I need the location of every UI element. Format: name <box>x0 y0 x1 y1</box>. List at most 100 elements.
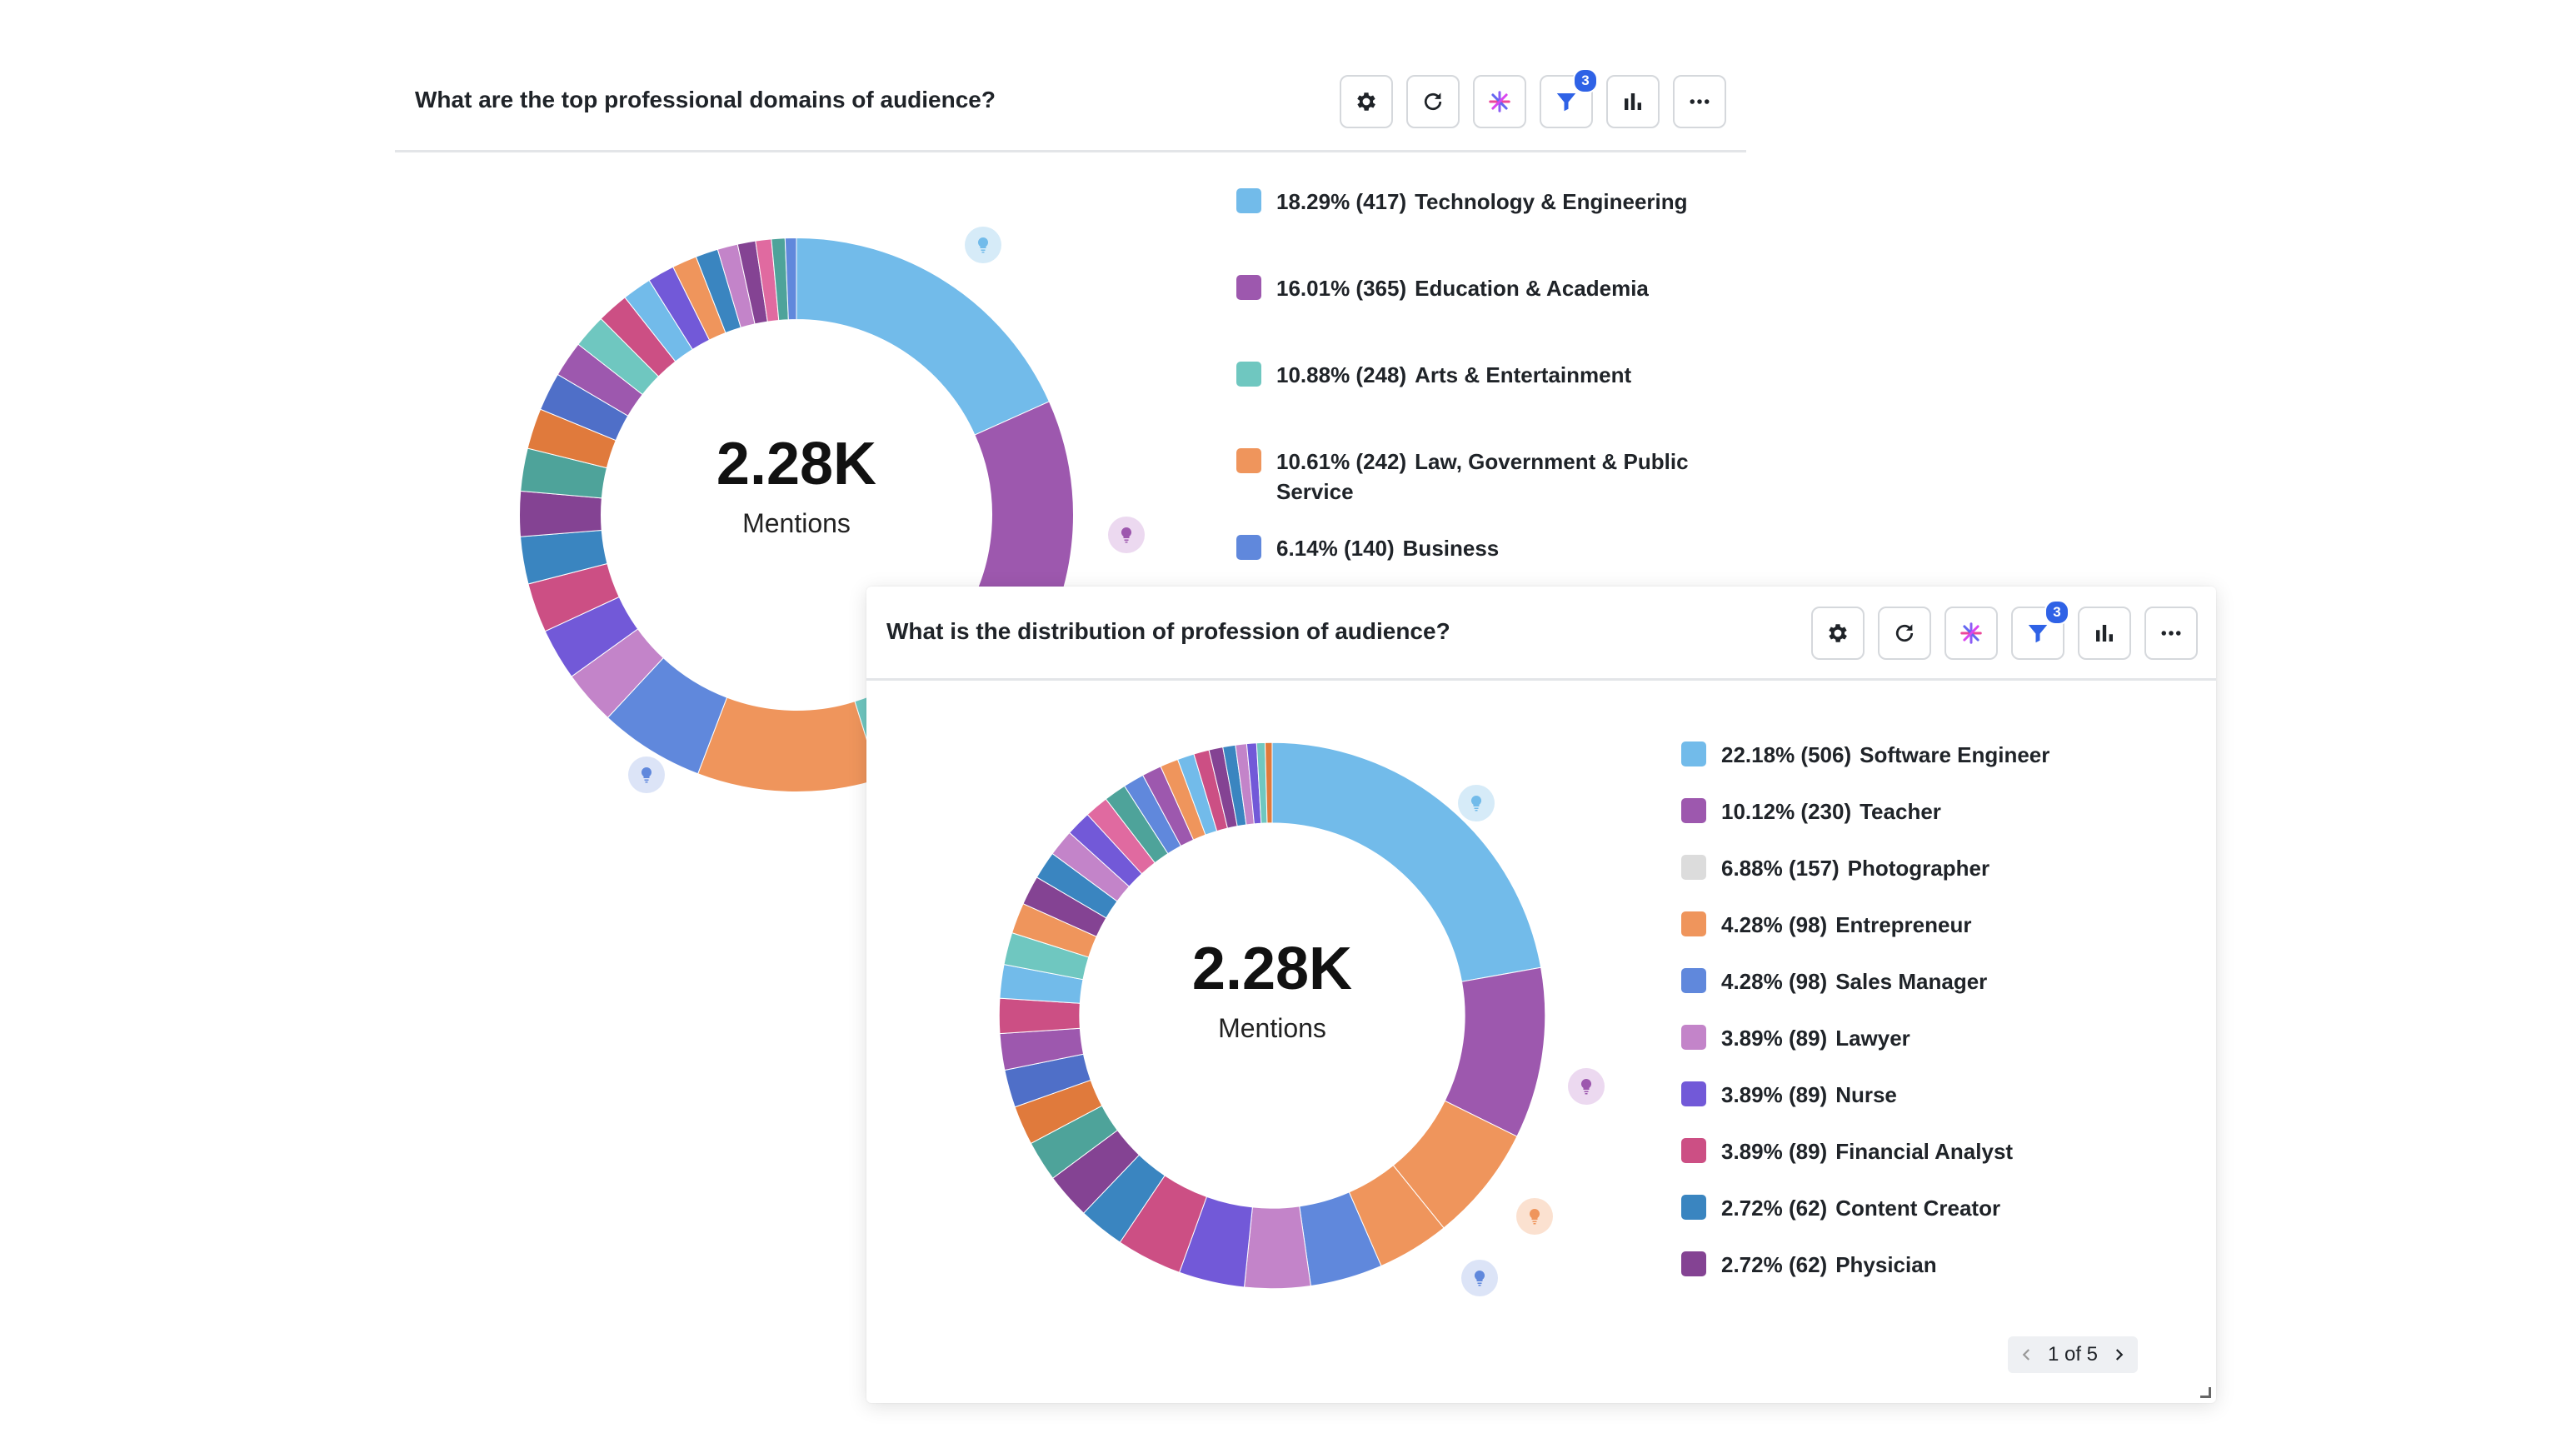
legend-percent: 2.72% (62) <box>1721 1196 1828 1221</box>
insight-hint[interactable] <box>1458 785 1495 821</box>
donut-slice[interactable] <box>697 697 880 792</box>
widget-header: What is the distribution of profession o… <box>866 587 2216 681</box>
filter-count-badge: 3 <box>1573 68 1598 93</box>
legend-swatch <box>1681 1081 1706 1106</box>
legend-swatch <box>1681 911 1706 936</box>
sparkle-icon <box>1489 91 1510 112</box>
donut-slice[interactable] <box>796 237 1051 436</box>
legend-swatch <box>1236 362 1261 387</box>
sparkle-icon <box>1960 622 1982 644</box>
legend-label: 6.88% (157) Photographer <box>1721 853 1989 883</box>
settings-button[interactable] <box>1811 607 1865 660</box>
legend-item[interactable]: 4.28% (98) Sales Manager <box>1681 966 2148 1023</box>
legend-category: Financial Analyst <box>1835 1139 2014 1164</box>
legend-category: Technology & Engineering <box>1415 189 1688 214</box>
legend-category: Entrepreneur <box>1835 912 1972 937</box>
more-options-button[interactable] <box>1673 75 1726 128</box>
legend-label: 4.28% (98) Sales Manager <box>1721 966 1987 996</box>
legend-label: 3.89% (89) Lawyer <box>1721 1023 1910 1053</box>
legend-item[interactable]: 2.72% (62) Content Creator <box>1681 1193 2148 1250</box>
legend-swatch <box>1681 1025 1706 1050</box>
refresh-icon <box>1895 624 1914 642</box>
legend-item[interactable]: 22.18% (506) Software Engineer <box>1681 740 2148 796</box>
widget-profession-distribution: What is the distribution of profession o… <box>866 587 2216 1403</box>
legend-category: Nurse <box>1835 1082 1897 1107</box>
filter-icon <box>2028 625 2048 643</box>
refresh-button[interactable] <box>1406 75 1460 128</box>
legend-item[interactable]: 6.14% (140) Business <box>1236 533 1703 620</box>
legend-category: Business <box>1402 536 1500 561</box>
legend-swatch <box>1681 1138 1706 1163</box>
legend-item[interactable]: 6.88% (157) Photographer <box>1681 853 2148 910</box>
donut-slice-other[interactable] <box>784 237 797 321</box>
legend-label: 2.72% (62) Content Creator <box>1721 1193 2000 1223</box>
legend-category: Teacher <box>1860 799 1941 824</box>
legend-swatch <box>1236 448 1261 473</box>
insight-hint[interactable] <box>965 227 1001 263</box>
insight-hint[interactable] <box>628 756 665 793</box>
legend-swatch <box>1236 188 1261 213</box>
filter-button[interactable]: 3 <box>2011 600 2069 660</box>
pagination-label: 1 of 5 <box>2047 1343 2099 1366</box>
settings-icon <box>1829 624 1847 642</box>
donut-slice-other[interactable] <box>1264 741 1273 824</box>
settings-icon <box>1357 92 1375 111</box>
ai-insights-button[interactable] <box>1944 607 1998 660</box>
legend-item[interactable]: 10.88% (248) Arts & Entertainment <box>1236 360 1703 447</box>
settings-button[interactable] <box>1340 75 1393 128</box>
legend-label: 10.12% (230) Teacher <box>1721 796 1941 826</box>
legend-label: 6.14% (140) Business <box>1276 533 1499 563</box>
refresh-button[interactable] <box>1878 607 1931 660</box>
legend-label: 10.88% (248) Arts & Entertainment <box>1276 360 1631 390</box>
donut-chart: 2.28K Mentions <box>505 223 1088 806</box>
donut-slice[interactable] <box>1243 1206 1311 1290</box>
legend-item[interactable]: 3.89% (89) Financial Analyst <box>1681 1136 2148 1193</box>
chart-type-button[interactable] <box>2078 607 2131 660</box>
lightbulb-icon <box>1470 795 1482 811</box>
legend-label: 4.28% (98) Entrepreneur <box>1721 910 1971 940</box>
legend-label: 16.01% (365) Education & Academia <box>1276 273 1649 303</box>
insight-hint[interactable] <box>1568 1068 1605 1105</box>
insight-hint[interactable] <box>1461 1260 1498 1296</box>
legend-swatch <box>1236 275 1261 300</box>
more-icon <box>2161 631 2181 636</box>
lightbulb-icon <box>1580 1078 1592 1095</box>
legend-item[interactable]: 2.72% (62) Physician <box>1681 1250 2148 1306</box>
legend-label: 3.89% (89) Financial Analyst <box>1721 1136 2013 1166</box>
resize-handle[interactable] <box>2200 1387 2211 1398</box>
lightbulb-icon <box>977 237 989 253</box>
legend-item[interactable]: 4.28% (98) Entrepreneur <box>1681 910 2148 966</box>
filter-button[interactable]: 3 <box>1540 68 1598 128</box>
insight-hint[interactable] <box>1516 1198 1553 1235</box>
legend-swatch <box>1681 1195 1706 1220</box>
legend-category: Software Engineer <box>1860 742 2050 767</box>
legend-item[interactable]: 16.01% (365) Education & Academia <box>1236 273 1703 360</box>
legend-item[interactable]: 3.89% (89) Lawyer <box>1681 1023 2148 1080</box>
next-page-button[interactable] <box>2109 1346 2128 1364</box>
donut-slice[interactable] <box>1271 741 1542 982</box>
legend-item[interactable]: 3.89% (89) Nurse <box>1681 1080 2148 1136</box>
chart-legend: 18.29% (417) Technology & Engineering 16.0… <box>1236 187 1703 620</box>
prev-page-button[interactable] <box>2018 1346 2036 1364</box>
legend-percent: 10.12% (230) <box>1721 799 1852 824</box>
ai-insights-button[interactable] <box>1473 75 1526 128</box>
legend-label: 18.29% (417) Technology & Engineering <box>1276 187 1688 217</box>
chart-legend: 22.18% (506) Software Engineer 10.12% (230… <box>1681 740 2148 1306</box>
legend-item[interactable]: 10.61% (242) Law, Government & Public Ser… <box>1236 447 1703 533</box>
legend-item[interactable]: 18.29% (417) Technology & Engineering <box>1236 187 1703 273</box>
widget-toolbar: 3 <box>1811 600 2198 660</box>
legend-item[interactable]: 10.12% (230) Teacher <box>1681 796 2148 853</box>
lightbulb-icon <box>1474 1270 1485 1286</box>
chart-type-button[interactable] <box>1606 75 1660 128</box>
legend-percent: 3.89% (89) <box>1721 1026 1828 1051</box>
total-mentions-label: Mentions <box>742 508 851 538</box>
legend-percent: 2.72% (62) <box>1721 1252 1828 1277</box>
legend-percent: 10.61% (242) <box>1276 449 1407 474</box>
insight-hint[interactable] <box>1108 517 1145 553</box>
legend-swatch <box>1681 798 1706 823</box>
widget-header: What are the top professional domains of… <box>395 50 1746 152</box>
more-options-button[interactable] <box>2144 607 2198 660</box>
legend-swatch <box>1681 968 1706 993</box>
legend-percent: 6.14% (140) <box>1276 536 1395 561</box>
legend-pagination: 1 of 5 <box>2008 1336 2138 1373</box>
